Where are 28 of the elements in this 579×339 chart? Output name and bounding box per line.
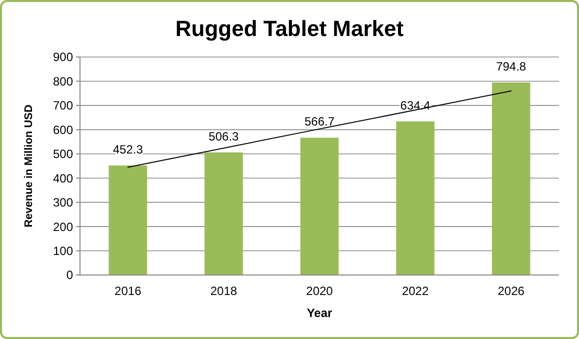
y-tick-label: 500 bbox=[52, 147, 74, 162]
x-tick-label: 2020 bbox=[306, 284, 334, 298]
y-tick-label: 0 bbox=[66, 268, 74, 282]
y-tick-label: 200 bbox=[52, 220, 74, 234]
bar bbox=[300, 138, 339, 275]
y-tick-label: 700 bbox=[52, 98, 74, 113]
y-tick-label: 600 bbox=[52, 122, 74, 137]
y-tick-label: 800 bbox=[52, 74, 74, 88]
y-tick-label: 100 bbox=[52, 244, 74, 258]
x-tick-label: 2018 bbox=[210, 284, 238, 298]
y-tick-label: 900 bbox=[52, 50, 74, 64]
y-tick-label: 300 bbox=[52, 196, 74, 210]
x-tick-label: 2016 bbox=[114, 284, 142, 298]
data-label: 794.8 bbox=[496, 59, 526, 74]
data-label: 566.7 bbox=[304, 114, 335, 129]
x-tick-label: 2022 bbox=[402, 284, 429, 298]
bar bbox=[396, 121, 434, 275]
data-label: 634.4 bbox=[400, 98, 431, 112]
chart-title: Rugged Tablet Market bbox=[175, 16, 404, 41]
y-axis-title: Revenue in Million USD bbox=[23, 104, 35, 228]
data-label: 452.3 bbox=[112, 142, 144, 156]
bar bbox=[492, 82, 530, 275]
bar bbox=[204, 152, 243, 275]
bar bbox=[108, 165, 148, 275]
x-axis-title: Year bbox=[306, 306, 333, 320]
y-tick-label: 400 bbox=[52, 171, 74, 186]
x-tick-label: 2026 bbox=[498, 284, 525, 298]
data-label: 506.3 bbox=[208, 129, 240, 144]
